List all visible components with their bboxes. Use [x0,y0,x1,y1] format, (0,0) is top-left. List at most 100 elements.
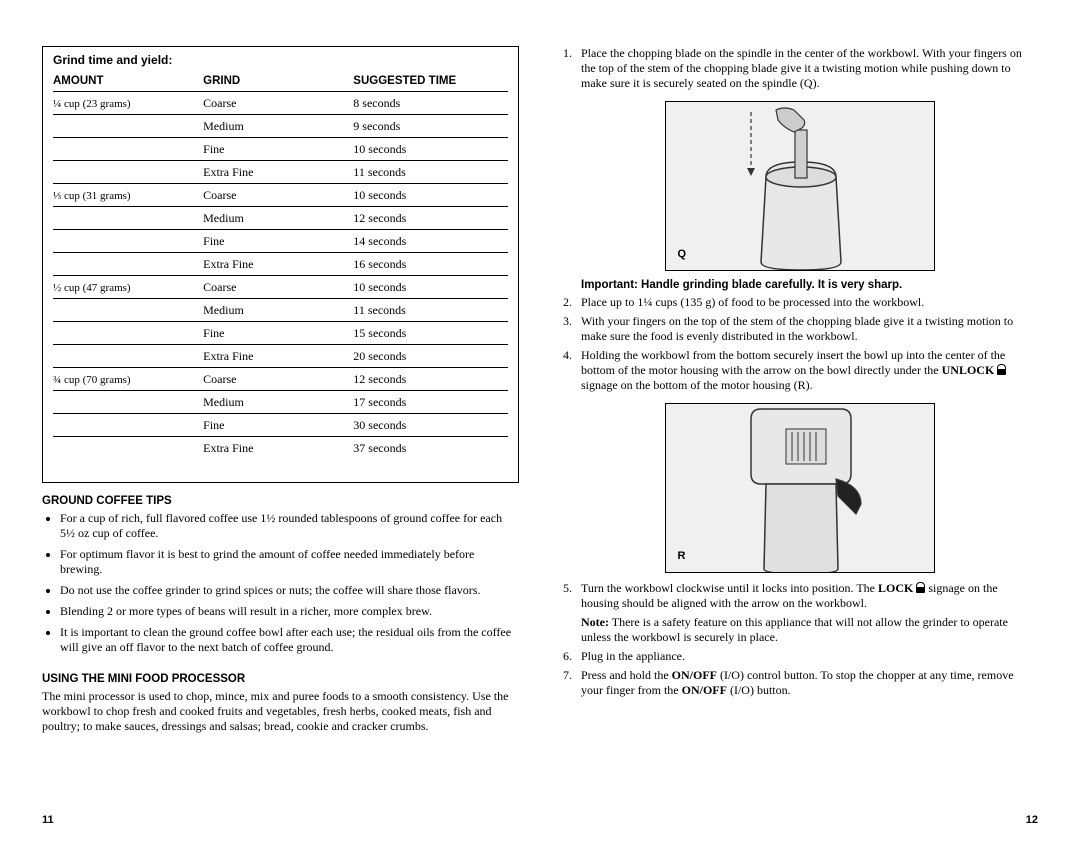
table-cell [53,391,203,414]
tip-item: For a cup of rich, full flavored coffee … [60,511,519,541]
table-cell: 10 seconds [353,184,508,207]
table-cell: Extra Fine [203,253,353,276]
table-row: Fine15 seconds [53,322,508,345]
step-1: Place the chopping blade on the spindle … [561,46,1038,91]
table-cell: Fine [203,138,353,161]
table-cell: Coarse [203,92,353,115]
table-cell [53,138,203,161]
figure-q: Q [665,101,935,271]
table-cell: Medium [203,299,353,322]
table-row: Extra Fine11 seconds [53,161,508,184]
tip-item: It is important to clean the ground coff… [60,625,519,655]
important-warning: Important: Handle grinding blade careful… [561,279,1038,291]
table-cell [53,207,203,230]
page-number-left: 11 [42,798,519,826]
table-row: Extra Fine16 seconds [53,253,508,276]
grind-table: AMOUNT GRIND SUGGESTED TIME ¼ cup (23 gr… [53,71,508,472]
table-cell [53,437,203,472]
table-cell [53,253,203,276]
table-cell: Extra Fine [203,161,353,184]
table-cell [53,230,203,253]
table-cell [53,115,203,138]
figure-q-svg [666,102,935,271]
lock-icon [916,582,925,593]
table-cell: 37 seconds [353,437,508,472]
grind-table-box: Grind time and yield: AMOUNT GRIND SUGGE… [42,46,519,483]
step-2: Place up to 1¼ cups (135 g) of food to b… [561,295,1038,310]
table-cell: 12 seconds [353,207,508,230]
table-row: Extra Fine37 seconds [53,437,508,472]
figure-q-label: Q [678,248,687,260]
table-cell: 12 seconds [353,368,508,391]
table-cell [53,322,203,345]
table-cell: 9 seconds [353,115,508,138]
table-cell: ¼ cup (23 grams) [53,92,203,115]
figure-r-svg [666,404,935,573]
table-row: ⅓ cup (31 grams)Coarse10 seconds [53,184,508,207]
table-cell: 15 seconds [353,322,508,345]
table-row: Medium9 seconds [53,115,508,138]
table-cell: Fine [203,322,353,345]
table-cell: ¾ cup (70 grams) [53,368,203,391]
table-cell: Coarse [203,276,353,299]
step-3: With your fingers on the top of the stem… [561,314,1038,344]
grind-table-title: Grind time and yield: [53,53,508,67]
mini-heading: USING THE MINI FOOD PROCESSOR [42,673,519,685]
tip-item: For optimum flavor it is best to grind t… [60,547,519,577]
unlock-icon [997,364,1006,375]
table-cell [53,345,203,368]
safety-note: Note: There is a safety feature on this … [561,615,1038,645]
table-cell: 14 seconds [353,230,508,253]
table-cell: ⅓ cup (31 grams) [53,184,203,207]
table-cell: 10 seconds [353,276,508,299]
tips-heading: GROUND COFFEE TIPS [42,495,519,507]
table-cell: 17 seconds [353,391,508,414]
table-cell: Coarse [203,184,353,207]
step-5: Turn the workbowl clockwise until it loc… [561,581,1038,611]
table-cell: Extra Fine [203,437,353,472]
table-row: Fine30 seconds [53,414,508,437]
steps-list: Place the chopping blade on the spindle … [561,46,1038,95]
table-row: Medium17 seconds [53,391,508,414]
table-row: ¾ cup (70 grams)Coarse12 seconds [53,368,508,391]
table-cell: ½ cup (47 grams) [53,276,203,299]
table-row: Fine10 seconds [53,138,508,161]
table-cell: 20 seconds [353,345,508,368]
table-cell: 11 seconds [353,161,508,184]
table-row: Medium12 seconds [53,207,508,230]
table-row: ¼ cup (23 grams)Coarse8 seconds [53,92,508,115]
table-cell: 30 seconds [353,414,508,437]
table-row: Fine14 seconds [53,230,508,253]
table-cell: Fine [203,230,353,253]
table-cell: Coarse [203,368,353,391]
table-row: Extra Fine20 seconds [53,345,508,368]
table-cell: 11 seconds [353,299,508,322]
page-number-right: 12 [561,798,1038,826]
steps-list-4: Plug in the appliance. Press and hold th… [561,649,1038,702]
table-cell: Medium [203,207,353,230]
step-4: Holding the workbowl from the bottom sec… [561,348,1038,393]
table-cell: 8 seconds [353,92,508,115]
table-cell: 16 seconds [353,253,508,276]
table-cell [53,161,203,184]
tips-list: For a cup of rich, full flavored coffee … [42,511,519,661]
table-cell: Fine [203,414,353,437]
steps-list-2: Place up to 1¼ cups (135 g) of food to b… [561,295,1038,397]
steps-list-3: Turn the workbowl clockwise until it loc… [561,581,1038,615]
table-row: Medium11 seconds [53,299,508,322]
figure-r: R [665,403,935,573]
mini-paragraph: The mini processor is used to chop, minc… [42,689,519,734]
table-cell [53,299,203,322]
table-cell [53,414,203,437]
step-6: Plug in the appliance. [561,649,1038,664]
table-row: ½ cup (47 grams)Coarse10 seconds [53,276,508,299]
table-cell: Medium [203,391,353,414]
th-time: SUGGESTED TIME [353,71,508,92]
step-7: Press and hold the ON/OFF (I/O) control … [561,668,1038,698]
right-page: Place the chopping blade on the spindle … [561,46,1038,826]
tip-item: Blending 2 or more types of beans will r… [60,604,519,619]
table-cell: Medium [203,115,353,138]
left-page: Grind time and yield: AMOUNT GRIND SUGGE… [42,46,519,826]
th-grind: GRIND [203,71,353,92]
tip-item: Do not use the coffee grinder to grind s… [60,583,519,598]
